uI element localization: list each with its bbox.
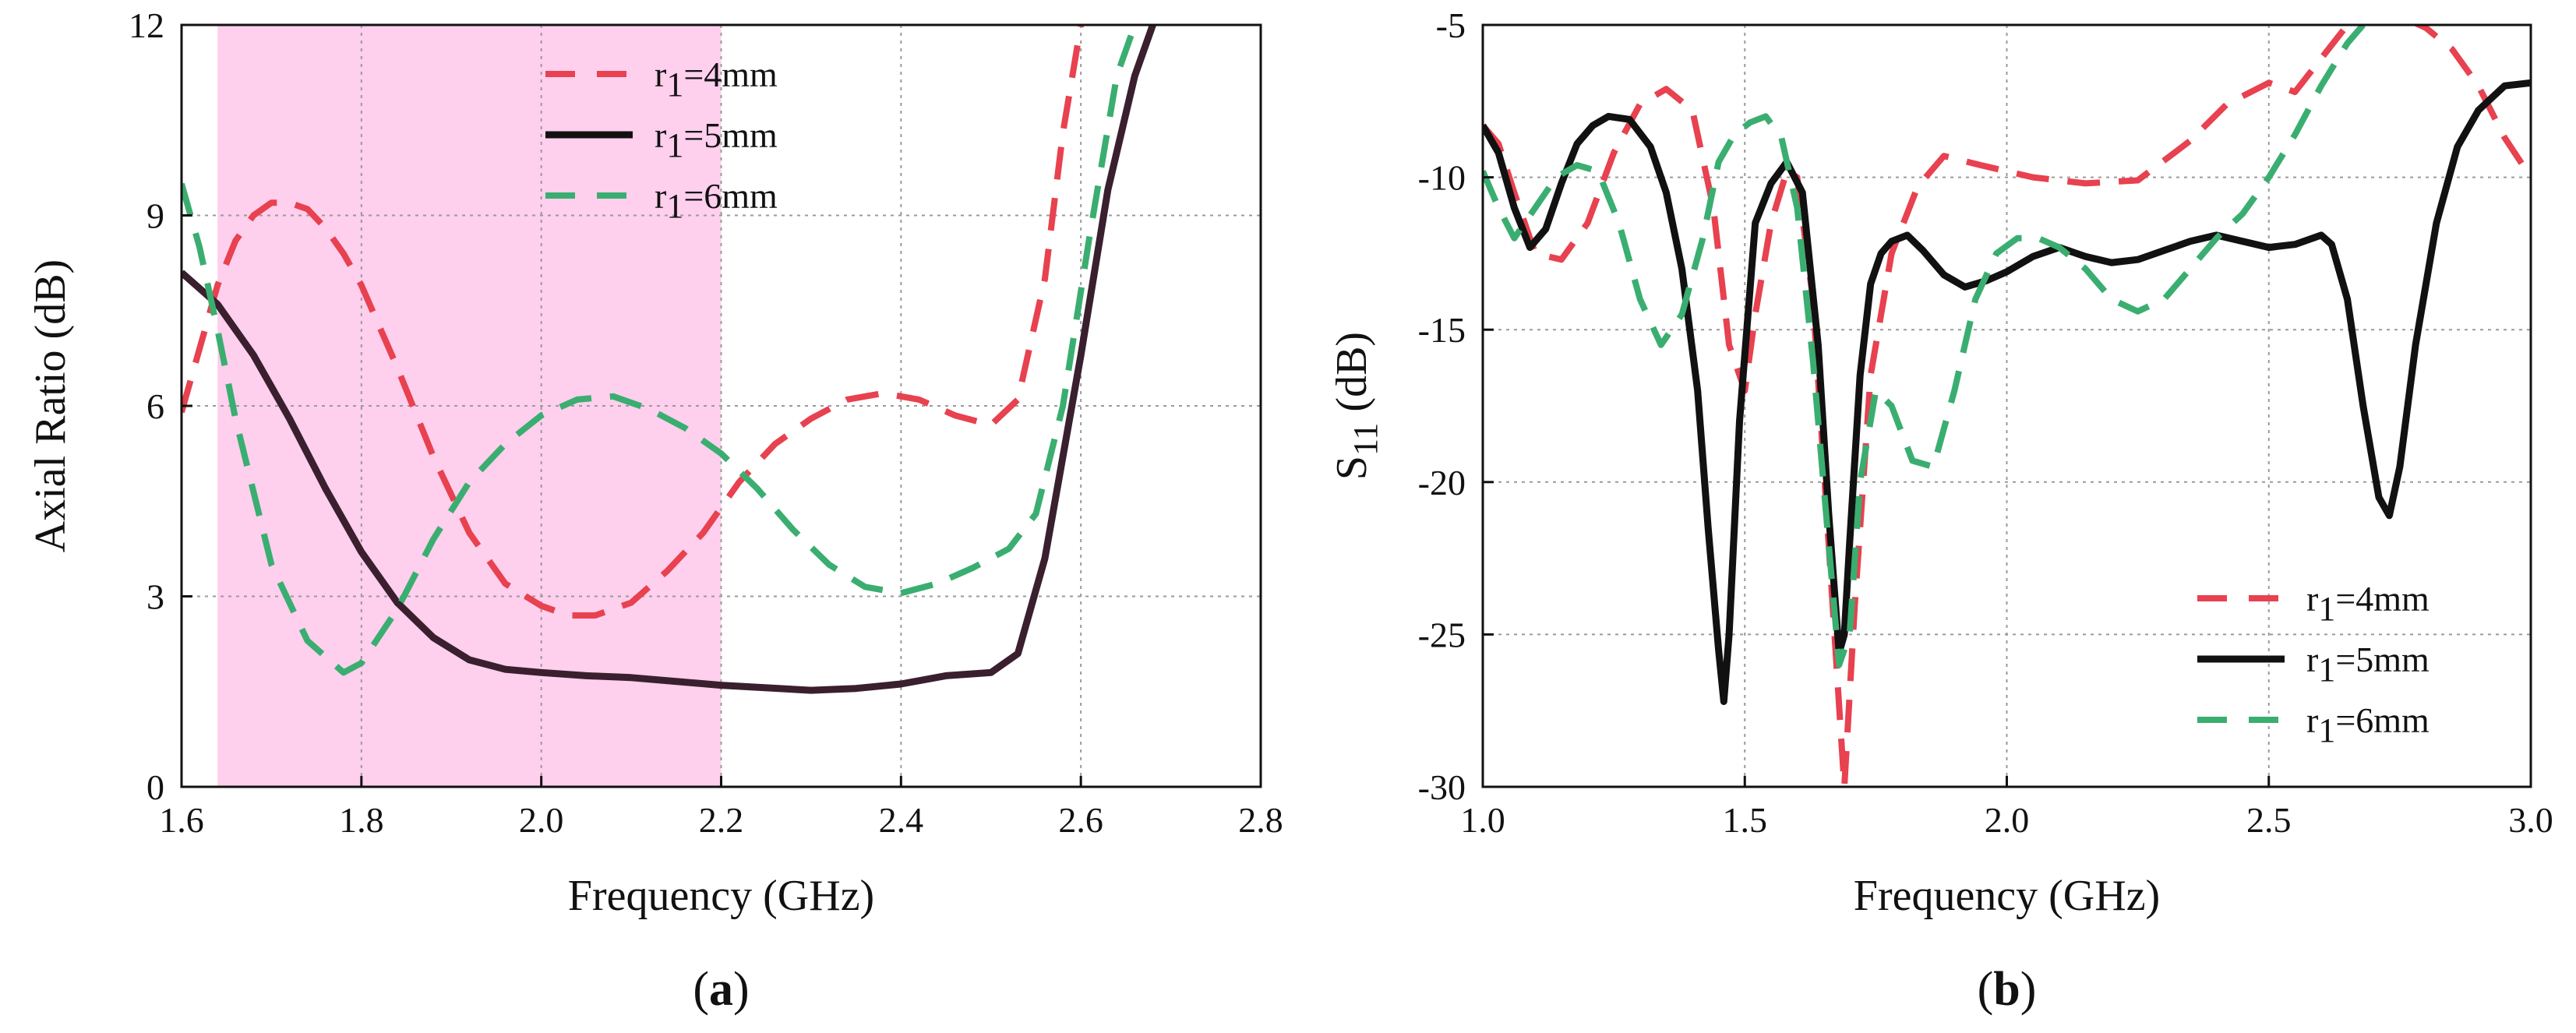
y-tick-label: 6 — [146, 386, 164, 426]
x-axis-label: Frequency (GHz) — [568, 872, 874, 920]
y-tick-label: -20 — [1418, 463, 1466, 502]
panel-a-axial-ratio-chart: 1.6 1.8 2.0 2.2 2.4 2.6 2.8 0 3 6 9 12 Frequency (GH… — [26, 5, 1283, 1016]
legend-label-2: r1=5mm — [655, 115, 778, 164]
y-tick-label: -10 — [1418, 158, 1466, 198]
y-tick-label: -30 — [1418, 767, 1466, 807]
y-tick-label: -15 — [1418, 310, 1466, 350]
series-line-1 — [1483, 25, 2531, 787]
legend-label-1: r1=4mm — [655, 55, 778, 104]
series-group — [1483, 25, 2531, 787]
y-tick-label: 0 — [146, 767, 164, 807]
panel-label: (b) — [1978, 963, 2037, 1016]
legend: r1=4mm r1=5mm r1=6mm — [545, 55, 778, 225]
series-line-2 — [1483, 79, 2531, 705]
x-tick-label: 2.0 — [519, 800, 564, 840]
legend: r1=4mm r1=5mm r1=6mm — [2197, 579, 2430, 749]
y-tick-label: 9 — [146, 196, 164, 236]
y-tick-label: 12 — [129, 5, 164, 45]
y-axis-label: Axial Ratio (dB) — [26, 259, 75, 552]
panel-label: (a) — [693, 963, 749, 1016]
legend-label-2: r1=5mm — [2306, 640, 2430, 689]
legend-label-1: r1=4mm — [2306, 579, 2430, 628]
series-line-3 — [1483, 25, 2366, 668]
x-tick-label: 1.0 — [1460, 800, 1505, 840]
x-tick-label: 2.6 — [1058, 800, 1103, 840]
series-line-2 — [182, 25, 1156, 694]
y-axis-label: S11 (dB) — [1328, 332, 1385, 480]
x-tick-label: 2.8 — [1238, 800, 1283, 840]
x-tick-label: 3.0 — [2508, 800, 2553, 840]
panel-b-s11-chart: 1.0 1.5 2.0 2.5 3.0 -30 -25 -20 -15 -10 -5 Frequenc… — [1328, 5, 2553, 1016]
x-tick-label: 2.4 — [879, 800, 924, 840]
y-tick-label: -25 — [1418, 615, 1466, 654]
x-tick-label: 1.8 — [339, 800, 384, 840]
series-group — [182, 25, 1156, 694]
y-tick-label: -5 — [1436, 5, 1466, 45]
x-tick-label: 2.2 — [699, 800, 744, 840]
legend-label-3: r1=6mm — [655, 176, 778, 225]
x-tick-label: 1.6 — [159, 800, 204, 840]
series-line-3 — [182, 25, 1138, 676]
x-tick-label: 2.5 — [2246, 800, 2292, 840]
legend-label-3: r1=6mm — [2306, 700, 2430, 749]
y-tick-label: 3 — [146, 577, 164, 617]
x-tick-label: 1.5 — [1723, 800, 1768, 840]
x-tick-label: 2.0 — [1985, 800, 2030, 840]
x-axis-label: Frequency (GHz) — [1854, 872, 2160, 920]
